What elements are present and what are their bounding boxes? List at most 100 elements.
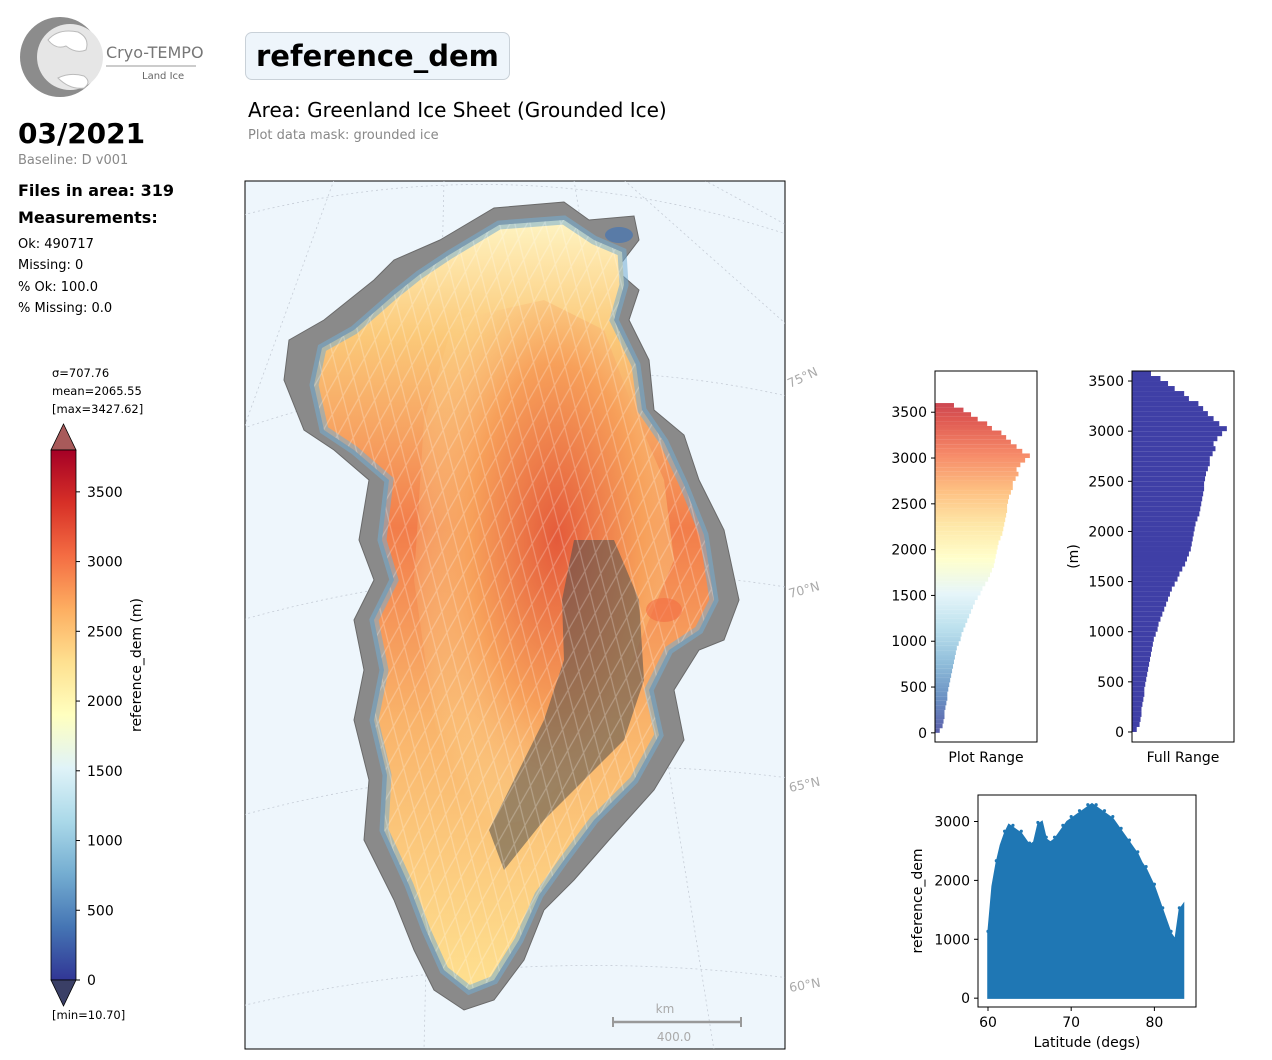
histogram-bar [935, 622, 966, 628]
scatter-point [1161, 906, 1165, 910]
histogram-bar [935, 650, 956, 655]
histogram-bar [935, 476, 1016, 481]
histogram-bar [1132, 651, 1151, 657]
logo-name: Cryo-TEMPO [106, 43, 204, 62]
histogram-bar [935, 471, 1019, 477]
histogram-bar [1132, 471, 1206, 477]
histogram-bar [935, 435, 1007, 440]
histogram-bar [935, 567, 992, 573]
x-tick-label: 60 [979, 1015, 997, 1031]
colorbar-tick-label: 1500 [87, 764, 123, 780]
latitude-label: 70°N [787, 578, 821, 601]
scatter-point [1102, 809, 1107, 813]
y-tick-label: 3000 [934, 815, 970, 831]
y-tick-label: 1000 [934, 932, 970, 948]
histogram-bar [935, 508, 1008, 513]
histogram-bar [935, 531, 1003, 536]
histogram-bar [935, 664, 954, 669]
histogram-bar [935, 403, 954, 408]
histogram-bar [1132, 486, 1205, 492]
histogram-bar [1132, 636, 1154, 642]
scatter-point [1077, 809, 1082, 813]
histogram-bar [935, 485, 1013, 491]
histogram-bar [935, 480, 1013, 486]
colorbar-tick-label: 2000 [87, 694, 123, 710]
histogram-plot-range: 0 500 1000 1500 2000 2500 3000 3500 Plot Range [891, 370, 1038, 766]
latitude-label: 65°N [788, 774, 822, 795]
histogram-bar [1132, 441, 1214, 447]
histogram-bar [935, 682, 950, 688]
histogram-bar [1132, 696, 1144, 702]
histogram-bar [935, 462, 1021, 468]
histogram-bar [935, 705, 946, 710]
histogram-bar [1132, 666, 1149, 672]
scatter-point [986, 929, 990, 933]
scatter-latitude: 60 70 80 0 1000 2000 3000 Latitude (degs) refere… [910, 794, 1197, 1051]
histogram-bar [1132, 456, 1210, 462]
y-tick-label: 500 [900, 680, 927, 696]
colorbar-mean: mean=2065.55 [52, 384, 142, 398]
scatter-point [1086, 803, 1090, 807]
files-in-area: Files in area: 319 [18, 181, 174, 200]
colorbar: 0 500 1000 1500 2000 2500 3000 3500 reference_de… [50, 423, 145, 1007]
area-title: Area: Greenland Ice Sheet (Grounded Ice) [248, 98, 667, 122]
histogram-bar [935, 554, 996, 559]
x-tick-label: 80 [1145, 1015, 1163, 1031]
histogram-bar [935, 581, 986, 587]
histogram-bar [935, 448, 1023, 454]
histogram-bar [1132, 701, 1143, 707]
histogram-bar [1132, 721, 1140, 727]
y-tick-label: 3000 [891, 451, 927, 467]
histogram-bar [1132, 586, 1172, 592]
histogram-bar [935, 691, 948, 697]
colorbar-min: [min=10.70] [52, 1008, 126, 1022]
histogram-bar [1132, 501, 1202, 507]
histogram-bar [1132, 531, 1194, 537]
scatter-point [1011, 823, 1015, 827]
histogram-bar [935, 586, 983, 591]
y-tick-label: 2000 [1088, 524, 1124, 540]
histogram-bar [935, 545, 998, 550]
histogram-bar [1132, 446, 1216, 452]
x-axis-label: Full Range [1147, 750, 1220, 766]
histogram-bar [935, 407, 964, 413]
stat-pct-ok: % Ok: 100.0 [18, 280, 98, 295]
histogram-bar [1132, 671, 1148, 677]
histogram-bar [1132, 451, 1213, 457]
histogram-bar [935, 609, 972, 614]
scale-bar-length: 400.0 [657, 1030, 691, 1044]
histogram-bar [1132, 591, 1170, 597]
histogram-bar [935, 687, 949, 692]
histogram-bar [935, 600, 975, 605]
colorbar-sigma: σ=707.76 [52, 366, 110, 380]
histogram-bar [935, 659, 954, 665]
histogram-bar [1132, 726, 1137, 732]
histogram-bar [935, 563, 994, 568]
histogram-bar [1132, 491, 1204, 497]
histogram-bar [935, 526, 1004, 532]
histogram-bar [1132, 426, 1227, 432]
axes-frame [934, 370, 1038, 743]
scatter-point [1177, 906, 1181, 910]
histogram-bar [1132, 561, 1186, 567]
greenland-map: 80°N75°N70°N65°N60°N75°N70°N65°N60°Nkm40… [244, 180, 822, 1050]
histogram-bar [1132, 601, 1167, 607]
histogram-bar [935, 613, 970, 619]
scatter-point [1003, 829, 1007, 833]
histogram-bar [1132, 681, 1146, 687]
histogram-full-range: 0 500 1000 1500 2000 2500 3000 3500 Full Range (m… [1066, 370, 1235, 766]
month-heading: 03/2021 [18, 117, 146, 150]
stat-pct-missing: % Missing: 0.0 [18, 301, 113, 316]
y-tick-label: 1000 [1088, 625, 1124, 641]
scatter-point [1169, 929, 1173, 933]
scatter-point [1127, 838, 1132, 842]
scatter-point [1069, 814, 1073, 819]
histogram-bar [1132, 581, 1175, 587]
y-tick-label: 0 [918, 726, 927, 742]
histogram-bar [935, 499, 1009, 504]
histogram-bar [1132, 481, 1205, 487]
baseline-text: Baseline: D v001 [18, 153, 129, 168]
histogram-bar [935, 668, 953, 674]
mask-note: Plot data mask: grounded ice [248, 128, 439, 143]
axes-frame [977, 794, 1197, 1008]
